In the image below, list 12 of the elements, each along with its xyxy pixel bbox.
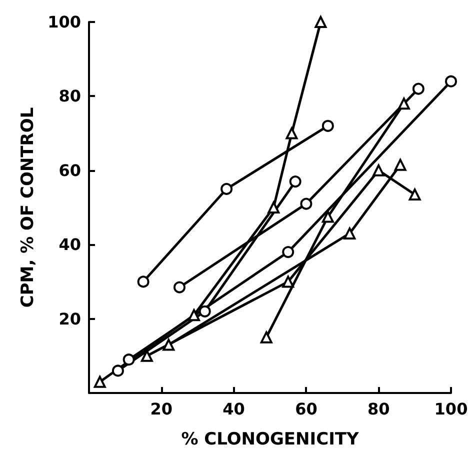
y-tick-label: 60 <box>58 160 81 180</box>
x-tick-label: 100 <box>434 400 468 418</box>
y-tick-label: 20 <box>58 309 81 328</box>
x-tick-label: 20 <box>150 400 173 418</box>
y-tick-label: 40 <box>58 235 81 254</box>
y-tick-label: 100 <box>48 12 81 32</box>
x-tick-label: 80 <box>367 400 390 418</box>
y-tick-label: 80 <box>58 86 81 106</box>
x-tick-label: 40 <box>222 400 245 418</box>
x-tick-label: 60 <box>295 400 318 418</box>
x-axis-title: % CLONOGENICITY <box>181 430 360 450</box>
y-axis-title: CPM, % OF CONTROL <box>18 107 38 308</box>
